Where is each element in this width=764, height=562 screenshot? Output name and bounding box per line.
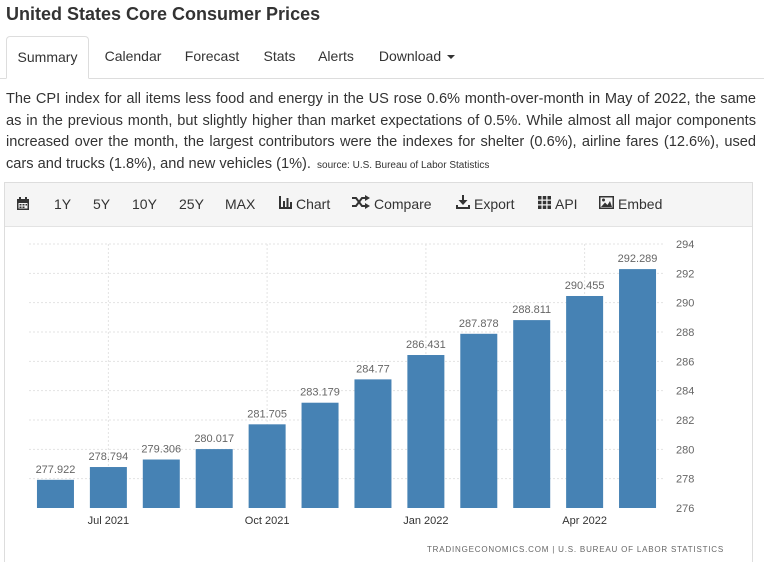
x-tick-label: Jan 2022 [403,515,448,527]
export-button[interactable]: Export [456,183,514,226]
data-label: 284.77 [356,363,390,375]
tab-alerts[interactable]: Alerts [318,48,354,64]
y-tick-label: 288 [676,327,694,339]
x-tick-label: Apr 2022 [562,515,607,527]
embed-label: Embed [618,196,663,212]
tab-summary[interactable]: Summary [6,36,89,79]
image-icon [599,183,614,226]
y-tick-label: 278 [676,474,694,486]
range-1y-button[interactable]: 1Y [54,196,72,212]
page-title: United States Core Consumer Prices [6,4,321,24]
chart-type-button[interactable]: Chart [279,183,330,226]
bar [301,402,339,508]
chart-panel: 1Y 5Y 10Y 25Y MAX Chart Compare Export A… [4,182,753,562]
range-25y-button[interactable]: 25Y [179,196,204,212]
bar [195,449,233,508]
bar-chart-icon [279,183,292,226]
source-label: source: U.S. Bureau of Labor Statistics [317,159,490,171]
data-label: 288.811 [512,304,551,316]
data-label: 279.306 [141,444,181,456]
calendar-icon[interactable] [16,183,30,226]
bar [248,424,286,508]
y-tick-label: 284 [676,386,694,398]
data-label: 283.179 [300,387,340,399]
api-button[interactable]: API [538,183,578,226]
api-label: API [555,196,578,212]
range-max-button[interactable]: MAX [225,196,256,212]
tab-download[interactable]: Download [372,36,462,78]
tab-calendar[interactable]: Calendar [104,48,162,64]
bar [513,320,551,508]
bar [619,269,657,508]
bar [89,467,127,508]
y-tick-label: 286 [676,356,694,368]
bar [354,379,392,508]
bar [460,333,498,508]
data-label: 278.794 [88,451,128,463]
chart-credit: TRADINGECONOMICS.COM | U.S. BUREAU OF LA… [427,545,725,554]
compare-button[interactable]: Compare [352,183,432,226]
y-tick-label: 292 [676,268,694,280]
x-tick-label: Oct 2021 [245,515,290,527]
y-tick-label: 294 [676,239,694,251]
y-tick-label: 282 [676,415,694,427]
x-tick-label: Jul 2021 [88,515,130,527]
shuffle-icon [352,183,370,226]
data-label: 277.922 [36,464,76,476]
range-10y-button[interactable]: 10Y [132,196,157,212]
y-tick-label: 280 [676,444,694,456]
summary-text: The CPI index for all items less food an… [6,91,756,172]
chevron-down-icon [447,55,456,60]
chart-toolbar: 1Y 5Y 10Y 25Y MAX Chart Compare Export A… [5,183,752,227]
grid-icon [538,183,551,226]
summary-description: The CPI index for all items less food an… [6,89,756,176]
tab-forecast[interactable]: Forecast [184,48,240,64]
data-label: 292.289 [618,253,658,265]
y-tick-label: 290 [676,298,694,310]
y-tick-label: 276 [676,503,694,515]
compare-label: Compare [374,196,432,212]
data-label: 290.455 [565,280,605,292]
tab-stats[interactable]: Stats [263,48,296,64]
bar [566,295,604,508]
embed-button[interactable]: Embed [599,183,662,226]
download-icon [456,183,470,226]
data-label: 281.705 [247,408,287,420]
bar [36,479,74,508]
chart-type-label: Chart [296,196,331,212]
data-label: 280.017 [194,433,234,445]
tab-bar: Summary Calendar Forecast Stats Alerts D… [0,36,764,79]
data-label: 287.878 [459,318,499,330]
bar [407,355,445,508]
tab-download-label: Download [378,48,442,64]
range-5y-button[interactable]: 5Y [93,196,111,212]
bar [142,459,180,508]
data-label: 286.431 [406,339,446,351]
export-label: Export [474,196,515,212]
